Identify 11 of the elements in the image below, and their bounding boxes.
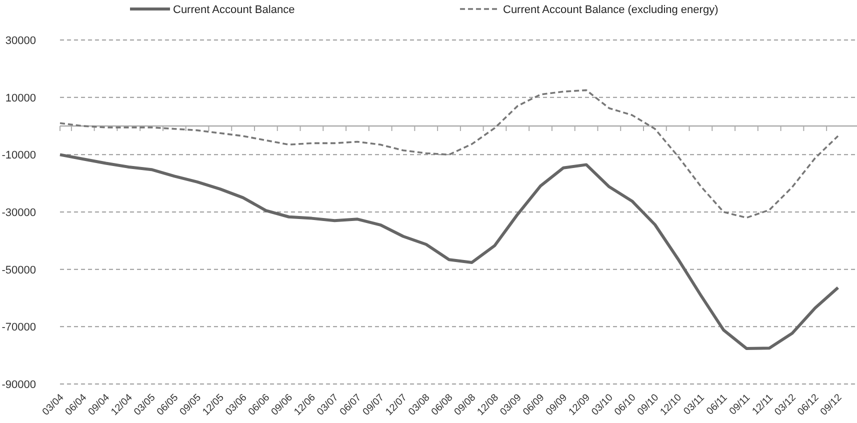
line-series [58,153,840,350]
legend-label: Current Account Balance (excluding energy) [503,4,718,16]
legend-label: Current Account Balance [173,4,295,16]
y-tick-label: -30000 [2,207,36,219]
y-tick-label: 10000 [5,92,36,104]
y-tick-label: -50000 [2,264,36,276]
y-tick-label: -90000 [2,379,36,391]
line-series [59,89,839,219]
y-tick-label: -70000 [2,322,36,334]
y-tick-label: -10000 [2,150,36,162]
y-tick-label: 30000 [5,35,36,47]
